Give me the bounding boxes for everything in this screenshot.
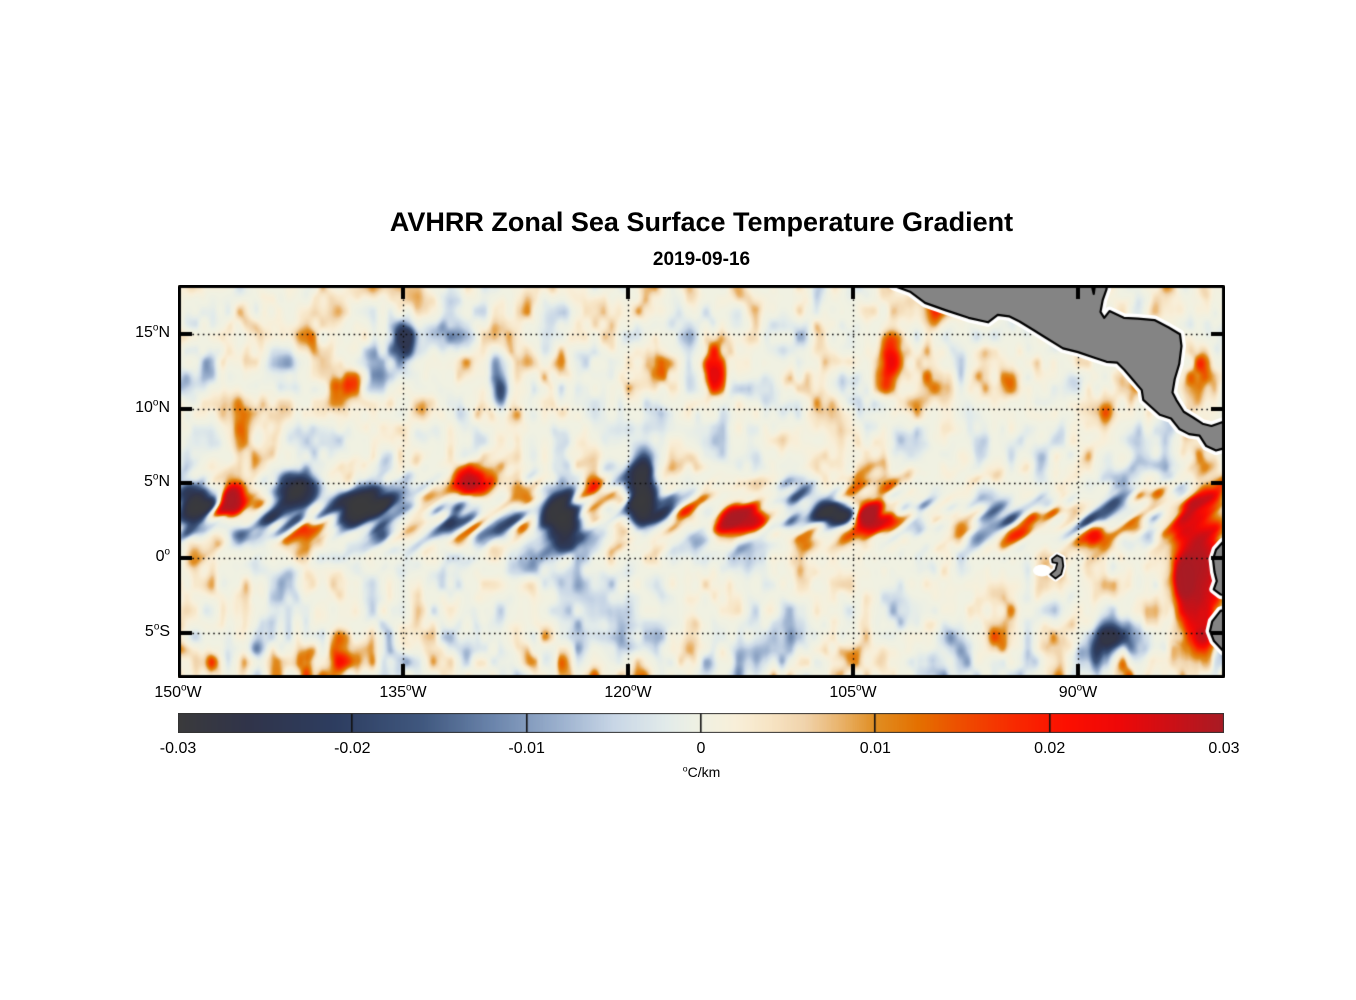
colorbar-tick-label: 0 (696, 740, 706, 757)
y-axis-tick-label: 5oS (144, 621, 170, 640)
y-axis-tick-label: 15oN (135, 322, 170, 342)
colorbar-tick-label: 0.01 (859, 740, 891, 757)
x-axis-tick-label: 150oW (154, 682, 202, 701)
sst-gradient-heatmap (178, 285, 1225, 678)
colorbar-tick-label: 0.03 (1208, 740, 1240, 757)
colorbar-unit-label: oC/km (682, 763, 721, 780)
y-axis-tick-label: 10oN (135, 397, 170, 416)
colorbar-tick-label: -0.03 (159, 740, 197, 757)
x-axis-tick-label: 120oW (604, 682, 652, 701)
colorbar-tick-label: -0.01 (508, 740, 545, 757)
x-axis-tick-label: 105oW (829, 682, 877, 701)
x-axis-tick-label: 135oW (379, 682, 427, 701)
colorbar-tick-label: -0.02 (334, 740, 371, 757)
y-axis-tick-label: 0o (155, 546, 170, 565)
chart-subtitle: 2019-09-16 (652, 249, 751, 270)
colorbar (178, 713, 1224, 733)
colorbar-tick-label: 0.02 (1034, 740, 1066, 757)
chart-title: AVHRR Zonal Sea Surface Temperature Grad… (389, 207, 1014, 237)
x-axis-tick-label: 90oW (1058, 682, 1098, 701)
y-axis-tick-label: 5oN (144, 472, 170, 491)
